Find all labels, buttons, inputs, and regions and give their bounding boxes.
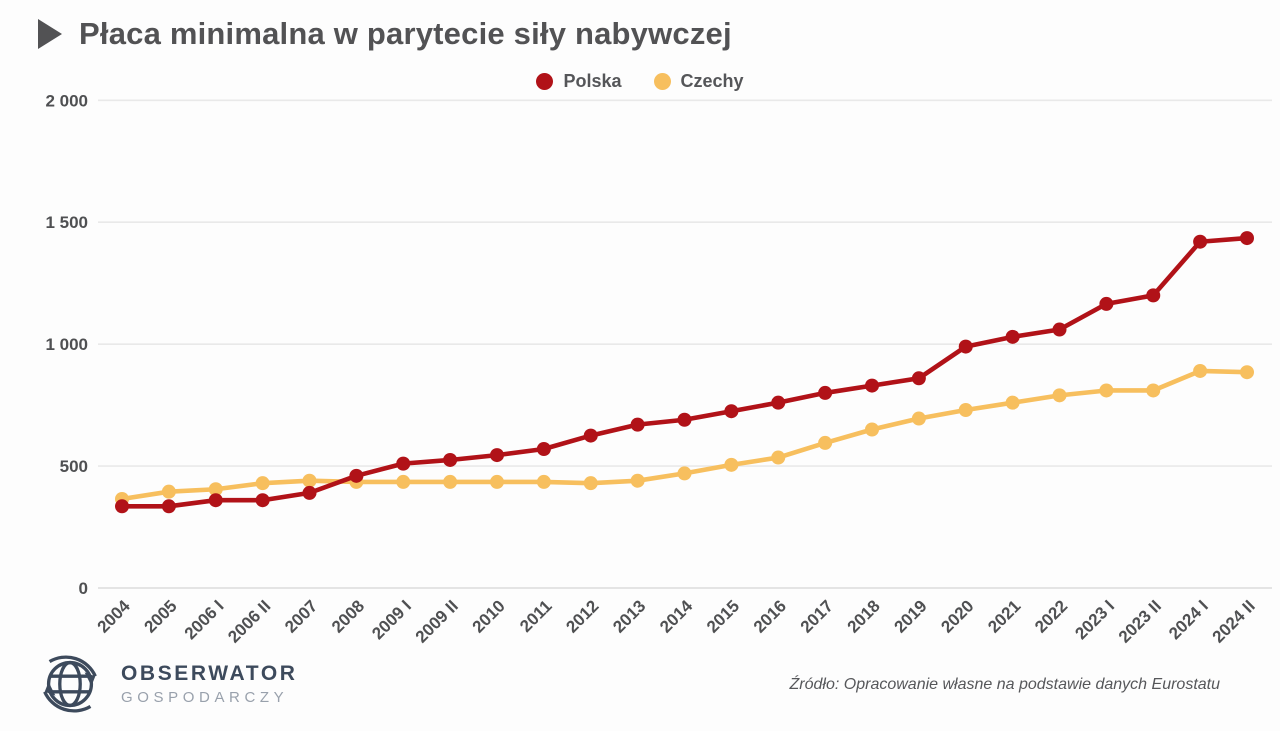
y-axis-tick: 1 000 [45,335,88,354]
x-axis-tick: 2005 [141,596,181,636]
source-note: Źródło: Opracowanie własne na podstawie … [789,676,1220,693]
data-point-polska [443,452,458,467]
legend-label-czechy: Czechy [680,71,744,91]
data-point-polska [818,385,833,400]
x-axis-tick: 2016 [750,596,790,636]
x-axis-tick: 2007 [281,596,321,636]
data-point-polska [161,499,176,514]
data-point-polska [677,412,692,427]
data-point-czechy [911,411,926,426]
x-axis-tick: 2006 II [224,596,274,646]
data-point-polska [1240,231,1254,246]
x-axis-tick: 2013 [609,596,649,636]
data-point-czechy [630,473,645,488]
x-axis-tick: 2009 I [368,596,415,643]
data-point-czechy [536,474,551,489]
data-point-czechy [1005,395,1020,410]
data-point-czechy [396,474,411,489]
x-axis-tick: 2024 I [1165,596,1212,643]
y-axis-tick: 1 500 [45,213,88,232]
x-axis-tick: 2004 [94,596,135,637]
data-point-polska [349,468,364,483]
chart-header: Płaca minimalna w parytecie siły nabywcz… [38,16,732,52]
logo-line1: OBSERWATOR [121,662,298,685]
data-point-polska [911,371,926,386]
x-axis-tick: 2018 [844,596,884,636]
y-axis-tick: 2 000 [45,91,88,110]
data-point-czechy [1193,363,1208,378]
observator-logo: OBSERWATOR GOSPODARCZY [33,647,298,721]
x-axis-tick: 2012 [562,596,602,636]
x-axis-tick: 2020 [937,596,977,636]
y-axis-tick: 500 [60,457,88,476]
data-point-czechy [161,484,176,499]
data-point-czechy [818,435,833,450]
data-point-polska [208,493,223,508]
x-axis-tick: 2006 I [181,596,228,643]
data-point-czechy [1240,365,1254,380]
x-axis-tick: 2014 [656,596,697,637]
data-point-polska [1193,234,1208,249]
data-point-czechy [583,476,598,491]
x-axis-tick: 2010 [469,596,509,636]
data-point-czechy [302,473,317,488]
x-axis-tick: 2019 [891,596,931,636]
data-point-polska [536,442,551,457]
data-point-polska [255,493,270,508]
x-axis-tick: 2022 [1031,596,1071,636]
logo-text: OBSERWATOR GOSPODARCZY [121,662,298,706]
x-axis-tick: 2008 [328,596,368,636]
data-point-czechy [208,482,223,497]
x-axis-tick: 2009 II [412,596,462,646]
data-point-czechy [443,474,458,489]
data-point-czechy [865,422,879,437]
data-point-czechy [255,476,270,491]
data-point-polska [1146,288,1161,303]
data-point-czechy [490,474,504,489]
x-axis-tick: 2011 [516,596,556,636]
data-point-czechy [677,466,692,481]
legend-item-polska: Polska [536,71,622,92]
x-axis-tick: 2017 [797,596,837,636]
chart-legend: Polska Czechy [0,71,1280,92]
x-axis-tick: 2015 [703,596,743,636]
data-point-czechy [771,450,786,465]
polska-swatch-icon [536,73,554,90]
legend-item-czechy: Czechy [653,71,744,92]
data-point-czechy [1052,388,1067,403]
data-point-czechy [958,402,973,417]
page-title: Płaca minimalna w parytecie siły nabywcz… [79,16,732,51]
legend-label-polska: Polska [563,71,622,91]
chart-area: 0 500 1 000 1 500 2 000 2004 2005 2006 I 2006 II… [0,90,1280,655]
play-triangle-icon [38,19,62,49]
data-point-czechy [1146,383,1161,398]
x-axis-tick: 2023 II [1115,596,1165,646]
data-point-polska [630,417,645,432]
data-point-polska [1005,329,1020,344]
data-point-polska [302,485,317,500]
data-point-polska [396,456,411,471]
data-point-czechy [1099,383,1114,398]
data-point-czechy [724,457,739,472]
x-axis-tick: 2023 I [1071,596,1118,643]
data-point-polska [490,448,504,463]
x-axis-tick: 2024 II [1209,596,1259,646]
data-point-polska [724,404,739,419]
x-axis-tick: 2021 [984,596,1024,636]
data-point-polska [771,395,786,410]
data-point-polska [958,339,973,354]
data-point-polska [115,499,129,514]
data-point-polska [1099,296,1114,311]
y-axis-tick: 0 [79,579,88,598]
data-point-polska [1052,322,1067,337]
czechy-swatch-icon [653,73,671,90]
globe-arrows-icon [43,655,97,713]
data-point-polska [865,378,879,393]
logo-line2: GOSPODARCZY [121,689,289,706]
data-point-polska [583,428,598,443]
